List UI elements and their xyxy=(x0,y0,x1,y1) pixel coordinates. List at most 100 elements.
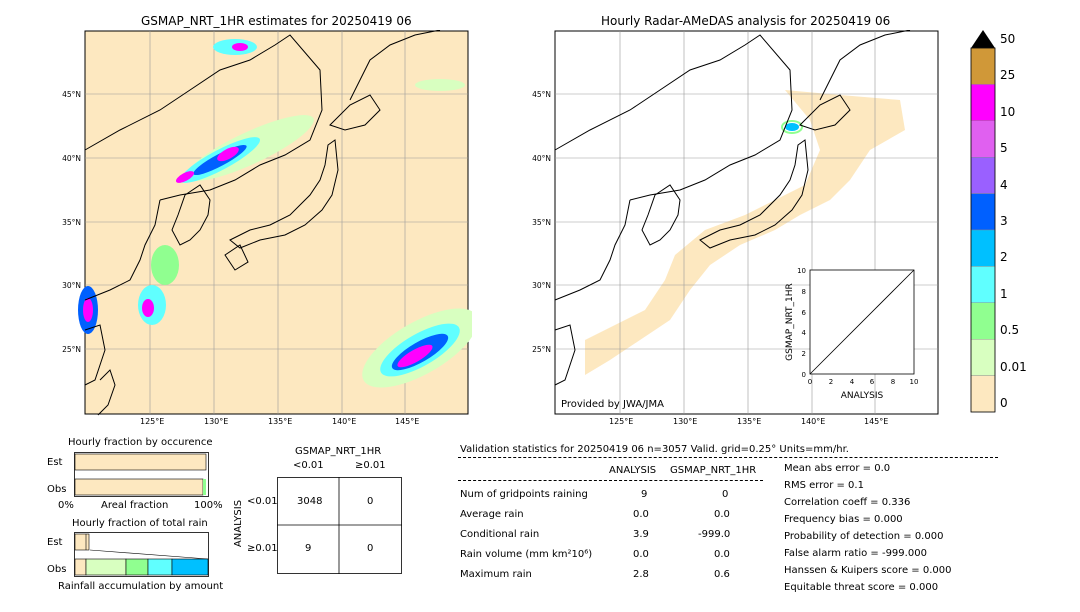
occurrence-axis-right: 100% xyxy=(194,500,223,511)
validation-analysis-value: 0.0 xyxy=(633,549,649,560)
left-lon-label: 130°E xyxy=(204,417,229,426)
score-line: Frequency bias = 0.000 xyxy=(784,514,903,525)
contingency-col-label: ≥0.01 xyxy=(355,460,386,471)
total-rain-bar-obs-5 xyxy=(171,558,209,576)
right-lon-label: 135°E xyxy=(737,417,762,426)
left-lon-label: 125°E xyxy=(140,417,165,426)
inset-y-tick: 0 xyxy=(802,371,806,379)
inset-y-tick: 10 xyxy=(797,267,806,275)
right-map: 45°N 40°N 35°N 30°N 25°N Provided by JWA… xyxy=(532,30,939,415)
inset-x-tick: 8 xyxy=(891,378,895,386)
occurrence-bar-est xyxy=(74,453,207,471)
score-line: False alarm ratio = -999.000 xyxy=(784,548,927,559)
colorbar-block xyxy=(970,120,996,158)
contingency-grid xyxy=(277,477,402,574)
right-lon-label: 125°E xyxy=(609,417,634,426)
colorbar-label: 0.5 xyxy=(1000,323,1020,338)
validation-row-label: Num of gridpoints raining xyxy=(460,489,588,500)
right-map-coverage xyxy=(585,90,905,375)
left-map-rain-areas xyxy=(78,39,472,388)
validation-row-label: Maximum rain xyxy=(460,569,532,580)
validation-gsmap-value: 0.0 xyxy=(714,509,730,520)
contingency-cell: 3048 xyxy=(297,496,323,507)
contingency-row-label: <0.01 xyxy=(247,496,278,507)
validation-gsmap-value: 0.6 xyxy=(714,569,730,580)
colorbar-label: 3 xyxy=(1000,214,1008,228)
validation-header: Validation statistics for 20250419 06 n=… xyxy=(460,444,849,455)
colorbar-block xyxy=(970,193,996,231)
validation-col-analysis: ANALYSIS xyxy=(609,465,657,476)
colorbar-labels: 50 25 10 5 4 3 2 1 0.5 0.01 0 xyxy=(1000,32,1040,420)
left-lon-label: 135°E xyxy=(268,417,293,426)
left-lat-label: 25°N xyxy=(62,345,81,354)
validation-analysis-value: 9 xyxy=(641,489,648,500)
total-rain-bar-obs-3 xyxy=(125,558,149,576)
score-line: Mean abs error = 0.0 xyxy=(784,463,891,474)
contingency-row-title: ANALYSIS xyxy=(233,499,245,548)
contingency-row-label: ≥0.01 xyxy=(247,543,278,554)
left-map-gridlines xyxy=(85,31,468,414)
left-map-title: GSMAP_NRT_1HR estimates for 20250419 06 xyxy=(141,14,412,28)
occurrence-bar-obs xyxy=(74,478,204,496)
validation-row: Conditional rain xyxy=(460,529,539,540)
left-lon-label: 140°E xyxy=(332,417,357,426)
total-rain-row-est: Est xyxy=(47,537,63,548)
colorbar-label: 2 xyxy=(1000,250,1008,265)
validation-row-label: Average rain xyxy=(460,509,524,520)
inset-x-tick: 4 xyxy=(850,378,855,386)
left-lat-label: 40°N xyxy=(62,154,81,163)
right-lon-label: 130°E xyxy=(673,417,698,426)
colorbar-block xyxy=(970,302,996,340)
right-map-title: Hourly Radar-AMeDAS analysis for 2025041… xyxy=(601,14,891,28)
colorbar-block xyxy=(970,266,996,303)
validation-subdivider xyxy=(458,480,763,481)
left-map-coastlines xyxy=(84,30,441,416)
occurrence-row-est: Est xyxy=(47,457,63,468)
validation-analysis-value: 3.9 xyxy=(633,529,649,540)
colorbar-block xyxy=(970,375,996,413)
inset-y-tick: 2 xyxy=(802,350,806,358)
occurrence-chart xyxy=(74,452,209,497)
total-rain-chart xyxy=(74,532,209,577)
total-rain-bar-obs-4 xyxy=(147,558,173,576)
inset-x-tick: 2 xyxy=(829,378,833,386)
total-rain-row-obs: Obs xyxy=(47,564,67,575)
inset-x-tick: 6 xyxy=(870,378,875,386)
colorbar-label: 4 xyxy=(1000,177,1008,192)
validation-row: Average rain xyxy=(460,509,524,520)
occurrence-title: Hourly fraction by occurence xyxy=(68,437,213,448)
colorbar-label: 5 xyxy=(1000,141,1008,156)
occurrence-row-obs: Obs xyxy=(47,484,67,495)
right-lon-label: 145°E xyxy=(864,417,889,426)
right-lat-label: 25°N xyxy=(532,345,551,354)
inset-x-tick: 10 xyxy=(910,378,919,386)
inset-ylabel: GSMAP_NRT_1HR xyxy=(785,283,795,361)
total-rain-bar-obs-1 xyxy=(74,558,87,576)
left-map: 45°N 40°N 35°N 30°N 25°N xyxy=(62,30,472,416)
total-rain-bar-obs-2 xyxy=(85,558,127,576)
colorbar-block xyxy=(970,229,996,267)
inset-xlabel: ANALYSIS xyxy=(841,391,884,401)
occurrence-axis-left: 0% xyxy=(58,500,74,511)
right-map-rain-area xyxy=(781,120,803,134)
validation-divider xyxy=(458,457,998,458)
validation-col-gsmap: GSMAP_NRT_1HR xyxy=(670,465,757,476)
total-rain-footer: Rainfall accumulation by amount xyxy=(58,581,224,592)
colorbar-label: 25 xyxy=(1000,68,1016,83)
left-lat-label: 30°N xyxy=(62,281,81,290)
colorbar-block xyxy=(970,47,996,85)
right-lon-label: 140°E xyxy=(801,417,826,426)
right-lat-label: 45°N xyxy=(532,90,551,99)
contingency-cell: 0 xyxy=(367,543,374,554)
validation-row: Rain volume (mm km²10⁶) xyxy=(460,549,592,560)
colorbar-label: 0.01 xyxy=(1000,359,1027,374)
score-line: Equitable threat score = 0.000 xyxy=(784,582,939,593)
validation-gsmap-value: -999.0 xyxy=(698,529,731,540)
contingency-cell: 9 xyxy=(305,543,312,554)
occurrence-bar-obs-rain xyxy=(203,479,206,495)
right-map-credit: Provided by JWA/JMA xyxy=(561,399,664,410)
right-map-rain-area xyxy=(785,123,799,131)
validation-row: Maximum rain xyxy=(460,569,532,580)
contingency-col-title: GSMAP_NRT_1HR xyxy=(295,446,382,457)
validation-row-label: Rain volume (mm km²10⁶) xyxy=(460,549,593,560)
